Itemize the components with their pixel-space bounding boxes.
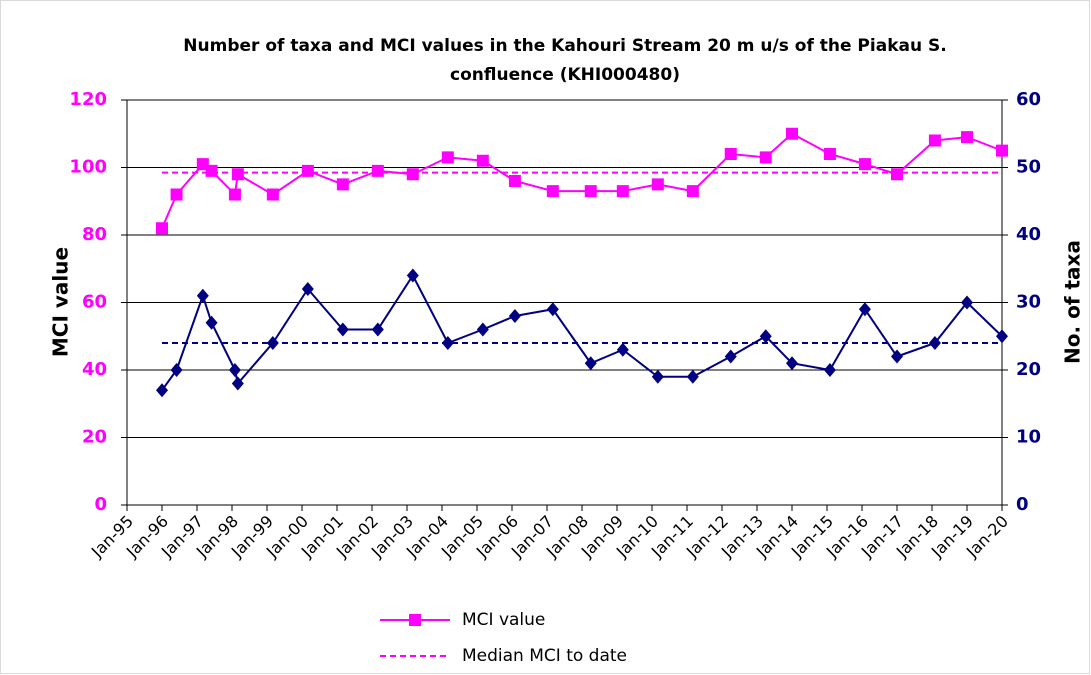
data-point — [584, 356, 597, 371]
data-point — [858, 302, 871, 317]
data-point — [891, 168, 903, 181]
y-tick-label: 20 — [82, 427, 107, 448]
data-point — [616, 185, 629, 198]
data-point — [170, 188, 183, 201]
y2-tick-label: 0 — [1016, 494, 1029, 515]
data-point — [301, 282, 314, 296]
data-point — [724, 349, 737, 364]
y2-tick-label: 50 — [1016, 157, 1041, 178]
y-tick-label: 40 — [82, 359, 107, 380]
data-point — [156, 222, 168, 235]
data-point — [759, 151, 772, 164]
data-point — [546, 302, 559, 317]
y2-tick-label: 60 — [1016, 89, 1041, 110]
data-point — [891, 349, 903, 364]
data-point — [686, 369, 699, 384]
data-point — [228, 363, 241, 377]
data-point — [170, 363, 183, 377]
y-tick-label: 80 — [82, 224, 107, 245]
chart-title: Number of taxa and MCI values in the Kah… — [183, 36, 946, 56]
y-tick-label: 60 — [82, 292, 107, 313]
data-point — [231, 376, 244, 391]
data-point — [441, 151, 454, 164]
data-point — [961, 131, 973, 144]
series-line — [161, 132, 1003, 229]
data-point — [508, 175, 521, 187]
chart-title: confluence (KHI000480) — [450, 65, 680, 85]
data-point — [616, 342, 629, 357]
data-point — [928, 336, 941, 350]
data-point — [228, 188, 241, 201]
data-point — [336, 322, 349, 337]
data-point — [476, 322, 489, 337]
data-point — [651, 178, 664, 191]
data-point — [584, 185, 597, 198]
data-point — [441, 336, 454, 350]
data-point — [196, 288, 209, 303]
y2-tick-label: 40 — [1016, 224, 1041, 245]
data-point — [508, 309, 521, 323]
data-point — [961, 295, 973, 310]
y-tick-label: 120 — [69, 89, 107, 110]
data-point — [231, 168, 244, 181]
data-point — [686, 185, 699, 198]
data-point — [996, 144, 1008, 157]
y-tick-label: 0 — [94, 494, 107, 515]
data-point — [205, 164, 218, 177]
data-point — [823, 148, 836, 160]
data-point — [928, 134, 941, 147]
data-point — [406, 268, 419, 283]
data-point — [371, 322, 384, 337]
y2-axis-title: No. of taxa — [1061, 240, 1085, 364]
series-line — [161, 273, 1003, 391]
data-point — [724, 148, 737, 160]
data-point — [759, 329, 772, 344]
data-point — [371, 164, 384, 177]
y-axis-title: MCI value — [49, 247, 73, 357]
y2-tick-label: 10 — [1016, 427, 1041, 448]
data-point — [823, 363, 836, 377]
data-point — [996, 329, 1008, 344]
y2-tick-label: 20 — [1016, 359, 1041, 380]
data-point — [476, 154, 489, 167]
data-point — [336, 178, 349, 191]
data-point — [786, 127, 798, 140]
data-point — [406, 168, 419, 181]
data-point — [266, 336, 279, 350]
legend-label: Median MCI to date — [462, 646, 627, 666]
data-point — [651, 369, 664, 384]
legend-label: MCI value — [462, 610, 545, 630]
data-point — [786, 356, 798, 371]
y-tick-label: 100 — [69, 157, 107, 178]
data-point — [546, 185, 559, 198]
legend-marker — [409, 614, 421, 626]
data-point — [205, 315, 218, 330]
y2-tick-label: 30 — [1016, 292, 1041, 313]
data-point — [301, 164, 314, 177]
data-point — [858, 158, 871, 171]
data-point — [266, 188, 279, 201]
data-point — [156, 383, 168, 398]
